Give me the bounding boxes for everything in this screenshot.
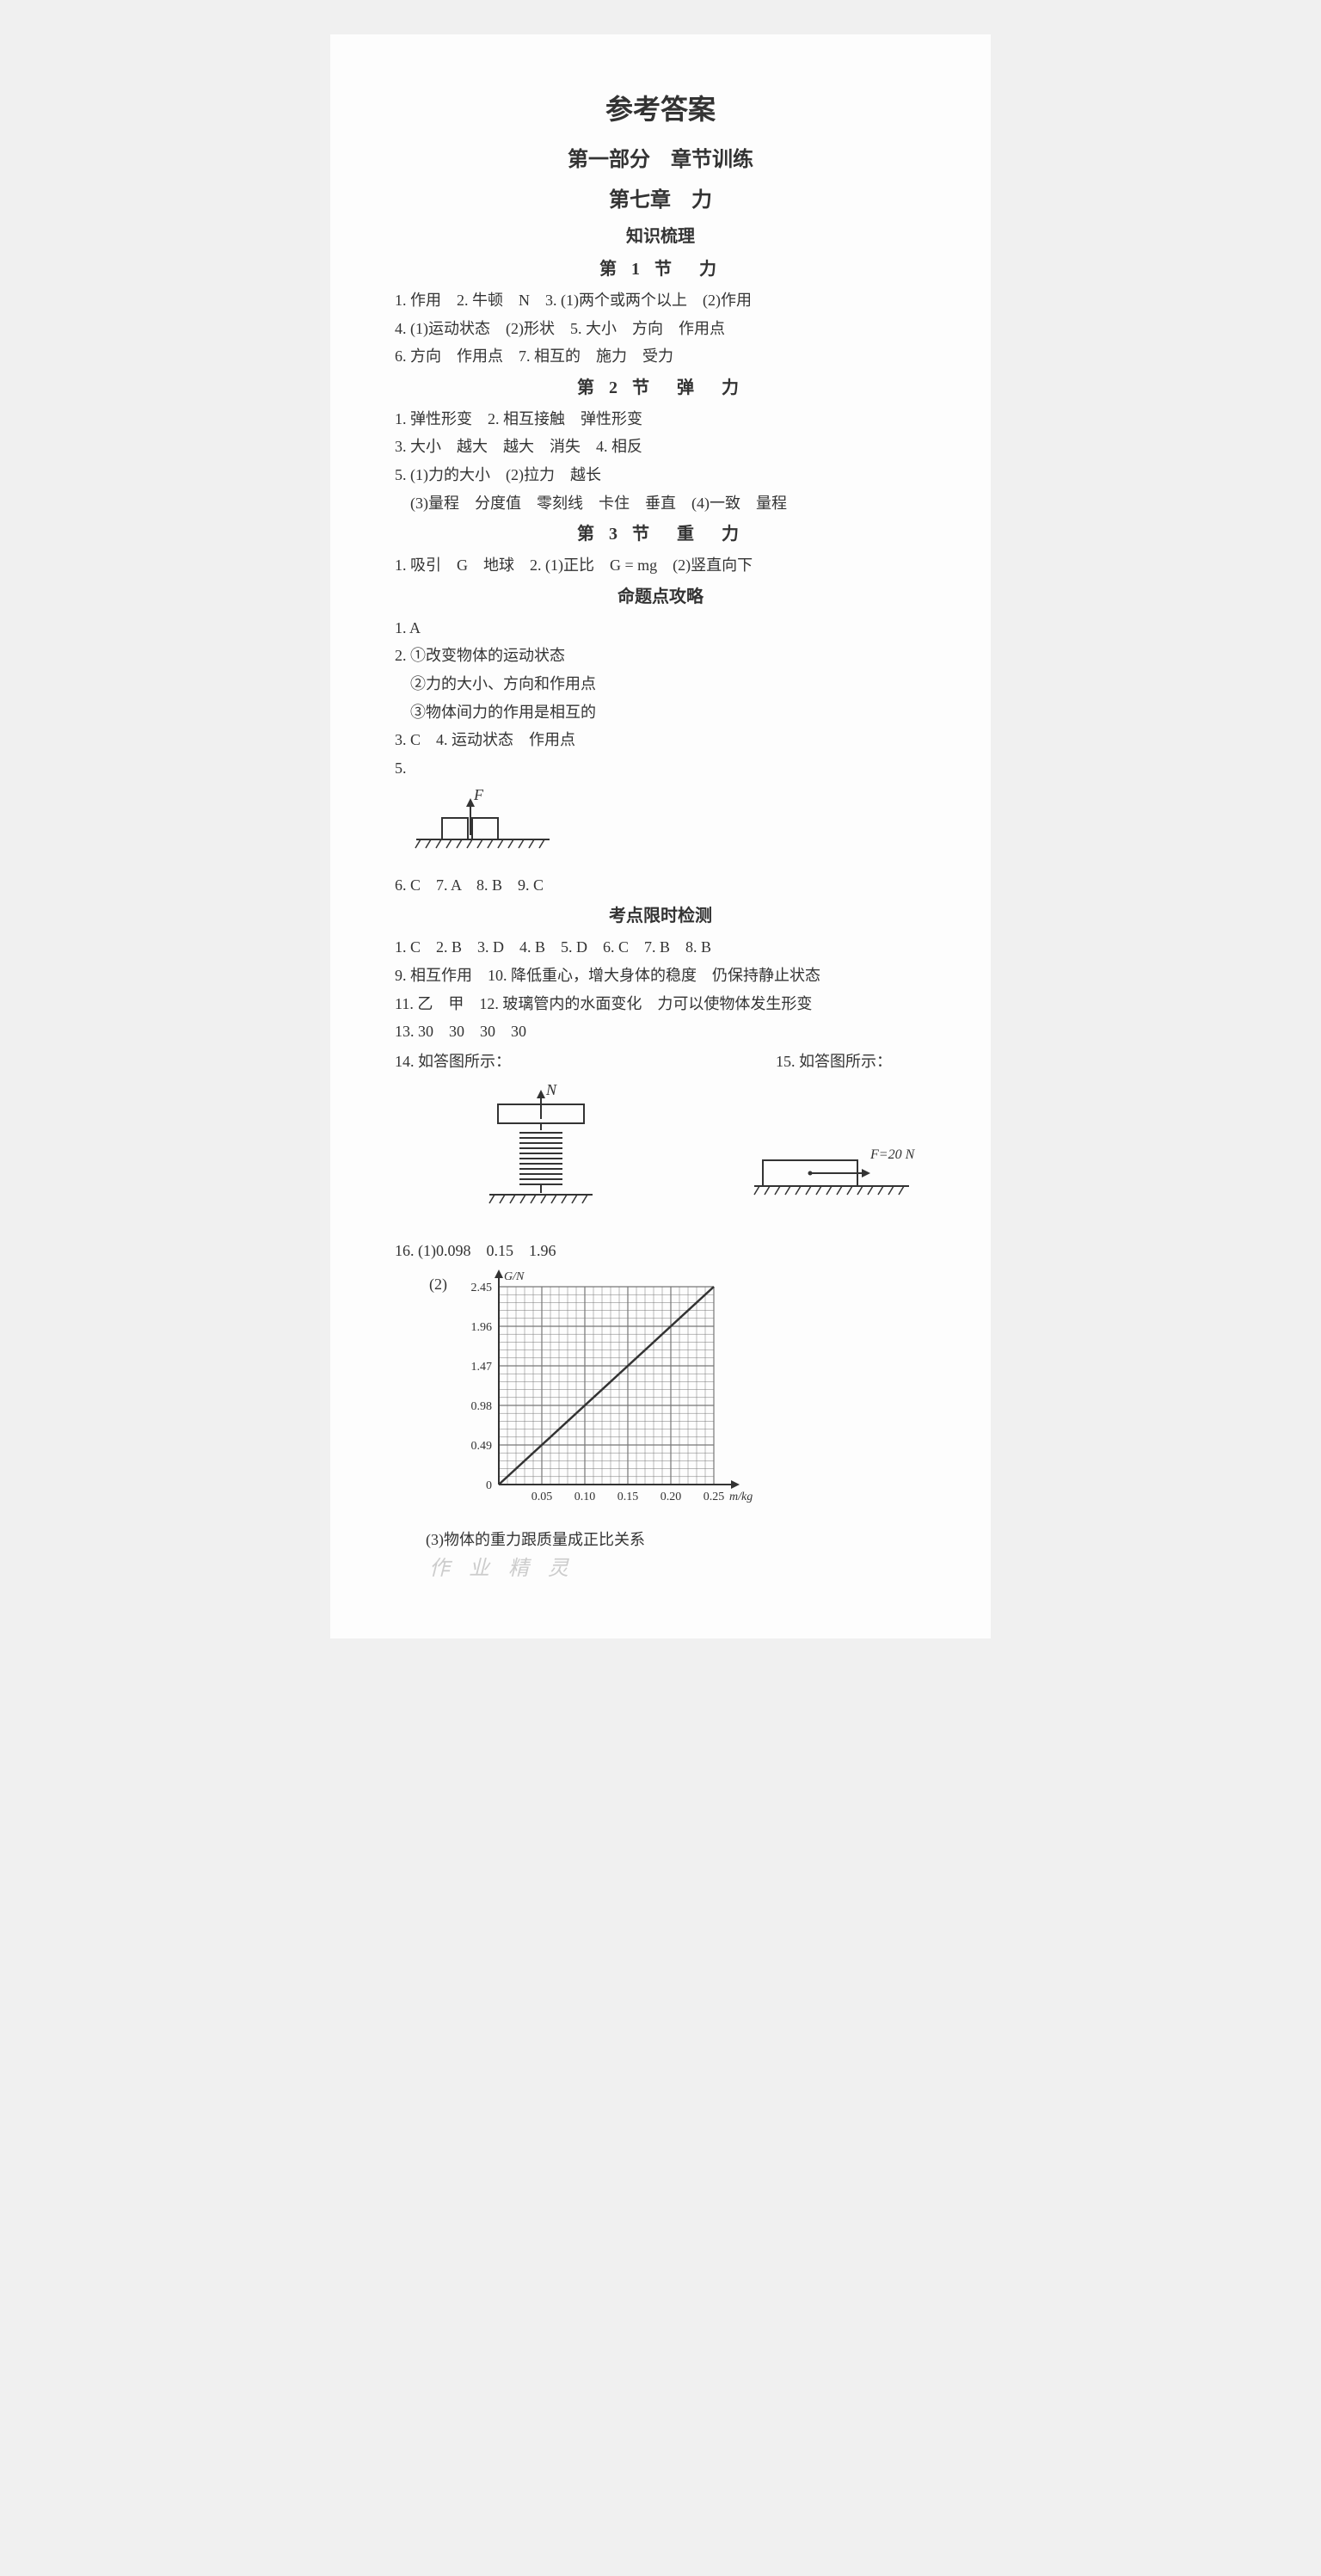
text-line: 1. A — [395, 615, 926, 642]
document-page: 参考答案 第一部分 章节训练 第七章 力 知识梳理 第 1 节 力 1. 作用 … — [330, 34, 991, 1638]
q14-diagram: N — [464, 1083, 618, 1229]
section-attack: 命题点攻略 — [395, 582, 926, 612]
section-knowledge: 知识梳理 — [395, 222, 926, 251]
svg-text:G/N: G/N — [504, 1270, 525, 1283]
q14-label: 14. 如答图所示： — [395, 1048, 511, 1075]
text-line: (3)量程 分度值 零刻线 卡住 垂直 (4)一致 量程 — [395, 490, 926, 517]
svg-text:0.05: 0.05 — [531, 1491, 552, 1503]
part-title: 第一部分 章节训练 — [395, 143, 926, 178]
text-line: 5. (1)力的大小 (2)拉力 越长 — [395, 462, 926, 489]
svg-text:0.25: 0.25 — [703, 1491, 724, 1503]
svg-text:0.10: 0.10 — [574, 1491, 595, 1503]
q16-line3: (3)物体的重力跟质量成正比关系 — [395, 1527, 926, 1553]
force-f-label: F — [473, 788, 484, 803]
node1-title: 第 1 节 力 — [395, 255, 926, 284]
q14-q15-row: 14. 如答图所示： 15. 如答图所示： — [395, 1047, 926, 1077]
text-line: 1. 弹性形变 2. 相互接触 弹性形变 — [395, 406, 926, 433]
q15-label: 15. 如答图所示： — [776, 1048, 926, 1075]
text-line: 6. 方向 作用点 7. 相互的 施力 受力 — [395, 343, 926, 370]
chart-svg: 2.45 1.96 1.47 0.98 0.49 0 0.05 0.10 0.15 0.20 0.2… — [452, 1270, 770, 1510]
svg-text:0.98: 0.98 — [470, 1400, 492, 1413]
q15-diagram: F=20 N — [737, 1134, 926, 1229]
text-line: 4. (1)运动状态 (2)形状 5. 大小 方向 作用点 — [395, 316, 926, 342]
svg-text:0.20: 0.20 — [660, 1491, 681, 1503]
q16-2-prefix: (2) — [429, 1271, 447, 1298]
text-line: ③物体间力的作用是相互的 — [395, 699, 926, 726]
text-line: 11. 乙 甲 12. 玻璃管内的水面变化 力可以使物体发生形变 — [395, 991, 926, 1017]
text-line: ②力的大小、方向和作用点 — [395, 671, 926, 698]
text-line: 3. C 4. 运动状态 作用点 — [395, 727, 926, 753]
q14-q15-diagrams: N — [395, 1076, 926, 1236]
text-line: 1. C 2. B 3. D 4. B 5. D 6. C 7. B 8. B — [395, 934, 926, 961]
q5-diagram: F — [412, 788, 926, 865]
svg-text:0.49: 0.49 — [470, 1440, 492, 1453]
node3-title: 第 3 节 重 力 — [395, 520, 926, 549]
svg-text:0: 0 — [486, 1479, 492, 1492]
node2-title: 第 2 节 弹 力 — [395, 373, 926, 403]
svg-text:1.96: 1.96 — [470, 1321, 492, 1334]
svg-text:1.47: 1.47 — [470, 1361, 492, 1374]
text-line: 6. C 7. A 8. B 9. C — [395, 872, 926, 899]
svg-text:0.15: 0.15 — [617, 1491, 638, 1503]
text-line: 9. 相互作用 10. 降低重心，增大身体的稳度 仍保持静止状态 — [395, 962, 926, 989]
force-n-label: N — [545, 1083, 557, 1098]
q16-chart: (2) 2.45 1.96 1.47 0.98 0.49 0 0.05 0.10 0.15 0.2… — [429, 1270, 926, 1519]
q16-line1: 16. (1)0.098 0.15 1.96 — [395, 1238, 926, 1264]
text-line: 5. — [395, 755, 926, 782]
section-test: 考点限时检测 — [395, 901, 926, 931]
text-line: 1. 作用 2. 牛顿 N 3. (1)两个或两个以上 (2)作用 — [395, 287, 926, 314]
svg-text:2.45: 2.45 — [470, 1282, 492, 1294]
main-title: 参考答案 — [395, 86, 926, 132]
svg-text:m/kg: m/kg — [729, 1491, 753, 1503]
text-line: 1. 吸引 G 地球 2. (1)正比 G = mg (2)竖直向下 — [395, 552, 926, 579]
watermark: 作 业 精 灵 — [395, 1552, 926, 1587]
chapter-title: 第七章 力 — [395, 183, 926, 218]
text-line: 13. 30 30 30 30 — [395, 1018, 926, 1045]
force-f20-label: F=20 N — [869, 1147, 916, 1162]
text-line: 3. 大小 越大 越大 消失 4. 相反 — [395, 433, 926, 460]
text-line: 2. ①改变物体的运动状态 — [395, 642, 926, 669]
